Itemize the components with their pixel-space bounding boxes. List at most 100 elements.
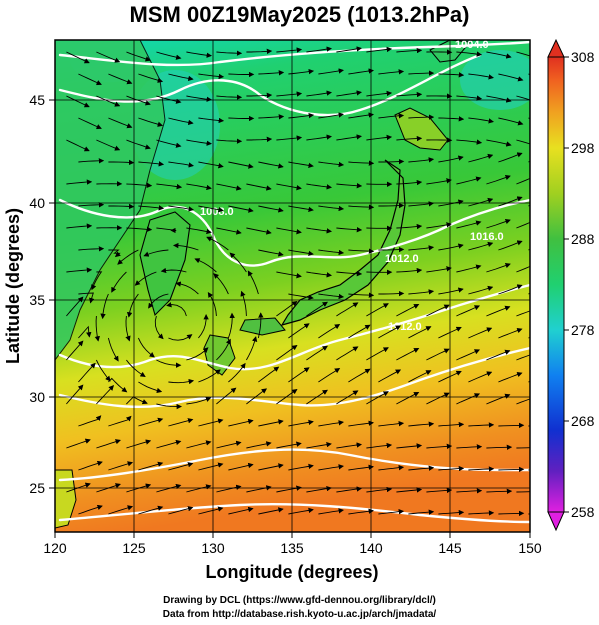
wind-streamline (276, 271, 302, 279)
wind-streamline (168, 334, 193, 341)
wind-streamline (396, 487, 423, 493)
wind-streamline (228, 462, 254, 471)
wind-streamline (396, 179, 423, 186)
wind-streamline (198, 369, 221, 383)
wind-streamline (516, 310, 530, 317)
wind-streamline (138, 381, 163, 394)
wind-streamline (148, 293, 169, 309)
wind-streamline (213, 273, 229, 295)
wind-streamline (396, 391, 420, 405)
wind-streamline (126, 182, 153, 189)
wind-streamline (186, 139, 212, 146)
wind-streamline (306, 183, 332, 190)
map-title: MSM 00Z19May2025 (1013.2hPa) (129, 2, 470, 27)
wind-streamline (216, 50, 243, 56)
wind-streamline (426, 266, 452, 273)
wind-streamline (108, 117, 133, 129)
wind-streamline (468, 422, 495, 428)
wind-streamline (348, 248, 375, 254)
wind-streamline (306, 134, 332, 141)
wind-streamline (288, 507, 314, 515)
wind-streamline (408, 245, 435, 251)
wind-streamline (246, 183, 272, 191)
wind-streamline (168, 506, 194, 515)
wind-streamline (306, 345, 328, 361)
x-tick-label: 150 (518, 540, 542, 556)
wind-streamline (186, 51, 212, 58)
wind-streamline (108, 73, 133, 85)
wind-streamline (456, 264, 482, 273)
wind-streamline (126, 51, 151, 62)
wind-streamline (336, 183, 363, 189)
wind-streamline (108, 377, 128, 393)
wind-streamline (456, 51, 483, 57)
wind-streamline (396, 47, 423, 54)
wind-streamline (156, 51, 182, 60)
wind-streamline (186, 440, 212, 449)
wind-streamline (426, 348, 450, 361)
wind-streamline (168, 378, 195, 385)
wind-streamline (348, 160, 375, 166)
wind-streamline (486, 174, 511, 185)
wind-streamline (426, 487, 453, 494)
wind-streamline (366, 442, 393, 449)
wind-streamline (134, 271, 157, 286)
wind-streamline (468, 73, 494, 80)
wind-streamline (258, 419, 284, 427)
x-tick-label: 125 (122, 540, 146, 556)
wind-streamline (154, 315, 164, 340)
wind-streamline (306, 227, 332, 234)
wind-streamline (516, 51, 530, 57)
wind-streamline (78, 415, 102, 427)
x-tick-label: 140 (359, 540, 383, 556)
wind-streamline (318, 420, 344, 427)
wind-streamline (143, 249, 169, 257)
wind-streamline (198, 418, 224, 427)
wind-streamline (456, 139, 483, 145)
wind-streamline (498, 73, 524, 82)
wind-streamline (456, 305, 481, 317)
wind-streamline (156, 403, 182, 410)
wind-streamline (156, 95, 182, 104)
wind-streamline (468, 241, 494, 251)
wind-streamline (198, 314, 209, 339)
wind-streamline (108, 249, 121, 258)
wind-streamline (348, 420, 374, 427)
wind-streamline (227, 312, 235, 339)
wind-streamline (258, 249, 284, 257)
wind-streamline (318, 249, 345, 256)
wind-streamline (288, 419, 314, 427)
colorbar-tick-label: 308 (571, 49, 595, 65)
wind-streamline (288, 249, 314, 257)
wind-streamline (516, 265, 530, 273)
wind-streamline (168, 462, 194, 471)
wind-streamline (468, 466, 495, 472)
wind-streamline (126, 226, 153, 233)
wind-streamline (228, 362, 246, 383)
wind-streamline (318, 508, 344, 515)
wind-streamline (516, 398, 530, 405)
wind-streamline (166, 302, 187, 317)
credit-data-source: Data from http://database.rish.kyoto-u.a… (162, 609, 437, 620)
wind-streamline (240, 290, 247, 317)
wind-streamline (246, 227, 272, 235)
wind-streamline (396, 223, 423, 230)
wind-streamline (288, 463, 314, 471)
wind-streamline (456, 349, 481, 361)
wind-streamline (108, 159, 135, 166)
wind-streamline (94, 315, 100, 342)
wind-streamline (66, 438, 91, 449)
wind-streamline (438, 155, 464, 163)
wind-streamline (408, 201, 435, 207)
wind-streamline (96, 51, 121, 63)
wind-streamline (288, 112, 315, 119)
x-tick-label: 145 (438, 540, 462, 556)
wind-streamline (95, 359, 111, 382)
wind-streamline (117, 249, 139, 265)
wind-streamline (426, 304, 450, 317)
wind-streamline (318, 324, 341, 339)
wind-streamline (198, 205, 224, 213)
wind-streamline (336, 90, 362, 97)
x-axis-label: Longitude (degrees) (205, 562, 378, 582)
wind-streamline (246, 336, 258, 361)
